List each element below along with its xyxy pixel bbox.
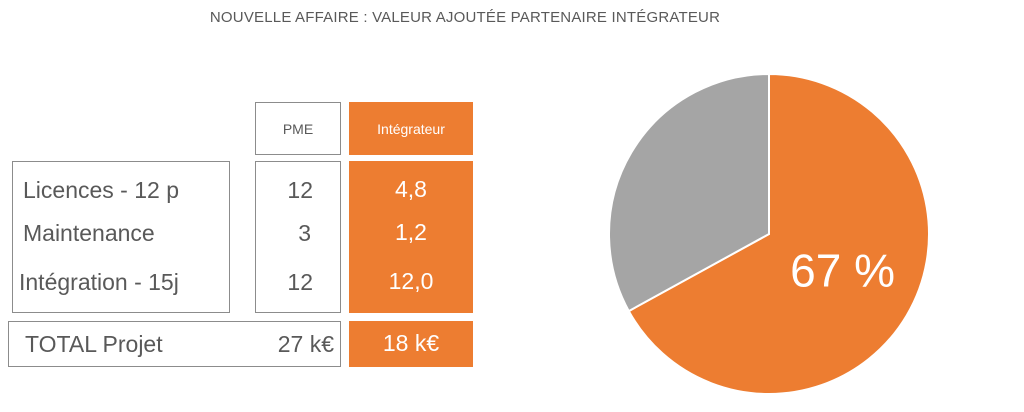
total-box: TOTAL Projet 27 k€ — [8, 321, 341, 367]
pie-slice-label-0: 67 % — [790, 245, 895, 297]
pie-slice-1 — [608, 72, 770, 313]
total-integrateur-box: 18 k€ — [349, 321, 473, 367]
header-integrateur: Intégrateur — [349, 102, 473, 155]
pie-slice-0 — [627, 72, 930, 395]
integrateur-value-maintenance: 1,2 — [395, 219, 427, 245]
row-label-integration: Intégration - 15j — [19, 269, 179, 295]
total-pme-value: 27 k€ — [277, 331, 334, 357]
integrateur-value-licences: 4,8 — [395, 176, 427, 202]
row-label-licences: Licences - 12 p — [23, 177, 179, 203]
total-label: TOTAL Projet — [25, 331, 163, 357]
pme-value-integration: 12 — [287, 269, 313, 295]
row-labels-box: Licences - 12 p Maintenance Intégration … — [12, 161, 230, 313]
integrateur-values-box: 4,8 1,2 12,0 — [349, 161, 473, 313]
integrateur-value-integration: 12,0 — [388, 268, 434, 294]
pme-value-licences: 12 — [287, 177, 313, 203]
pme-value-maintenance: 3 — [298, 220, 311, 246]
row-label-maintenance: Maintenance — [23, 220, 155, 246]
pme-values-box: 12 3 12 — [255, 161, 341, 313]
total-integrateur-value: 18 k€ — [382, 330, 440, 356]
chart-title: NOUVELLE AFFAIRE : VALEUR AJOUTÉE PARTEN… — [209, 9, 721, 26]
header-pme: PME — [255, 102, 341, 155]
